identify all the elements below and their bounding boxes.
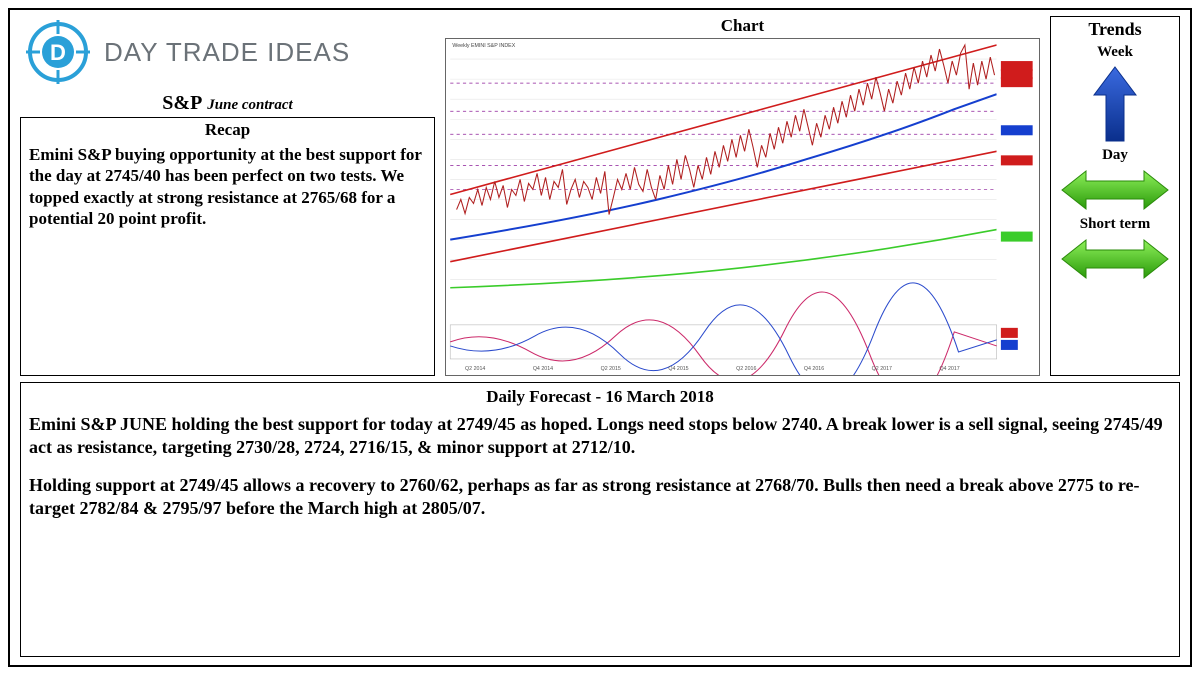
svg-text:Q4 2016: Q4 2016 bbox=[804, 366, 824, 372]
svg-text:Q4 2017: Q4 2017 bbox=[939, 366, 959, 372]
trend-day-label: Day bbox=[1102, 147, 1128, 164]
forecast-body: Emini S&P JUNE holding the best support … bbox=[29, 413, 1171, 521]
top-row: D DAY TRADE IDEAS S&P June contract Reca… bbox=[20, 16, 1180, 376]
svg-text:Q2 2016: Q2 2016 bbox=[736, 366, 756, 372]
trends-heading: Trends bbox=[1088, 19, 1141, 40]
arrow-leftright-icon bbox=[1060, 237, 1170, 281]
forecast-box: Daily Forecast - 16 March 2018 Emini S&P… bbox=[20, 382, 1180, 657]
contract-ticker: S&P bbox=[162, 92, 202, 114]
trend-week-label: Week bbox=[1097, 44, 1133, 61]
chart-column: Chart bbox=[445, 16, 1040, 376]
svg-text:Q2 2015: Q2 2015 bbox=[601, 366, 621, 372]
recap-heading: Recap bbox=[21, 118, 434, 142]
forecast-p1: Emini S&P JUNE holding the best support … bbox=[29, 413, 1171, 460]
arrow-up-icon bbox=[1092, 65, 1138, 143]
svg-text:Q2 2014: Q2 2014 bbox=[465, 366, 485, 372]
contract-subtitle: June contract bbox=[207, 97, 292, 113]
brand-name: DAY TRADE IDEAS bbox=[104, 37, 350, 68]
recap-box: Recap Emini S&P buying opportunity at th… bbox=[20, 117, 435, 376]
trend-short-label: Short term bbox=[1080, 216, 1150, 233]
trends-panel: Trends Week Day Short term bbox=[1050, 16, 1180, 376]
brand-logo: D DAY TRADE IDEAS bbox=[20, 16, 435, 88]
svg-text:Q4 2015: Q4 2015 bbox=[668, 366, 688, 372]
chart-svg: Q2 2014 Q4 2014 Q2 2015 Q4 2015 Q2 2016 … bbox=[446, 39, 1039, 375]
price-chart: Q2 2014 Q4 2014 Q2 2015 Q4 2015 Q2 2016 … bbox=[445, 38, 1040, 376]
svg-text:Q2 2017: Q2 2017 bbox=[872, 366, 892, 372]
page: D DAY TRADE IDEAS S&P June contract Reca… bbox=[8, 8, 1192, 667]
svg-text:D: D bbox=[50, 40, 66, 65]
forecast-heading: Daily Forecast - 16 March 2018 bbox=[29, 385, 1171, 413]
forecast-p2: Holding support at 2749/45 allows a reco… bbox=[29, 474, 1171, 521]
recap-text: Emini S&P buying opportunity at the best… bbox=[21, 142, 434, 233]
svg-text:Weekly EMINI S&P INDEX: Weekly EMINI S&P INDEX bbox=[452, 43, 515, 49]
contract-title: S&P June contract bbox=[20, 88, 435, 117]
arrow-leftright-icon bbox=[1060, 168, 1170, 212]
logo-icon: D bbox=[26, 20, 90, 84]
chart-heading: Chart bbox=[445, 16, 1040, 38]
svg-text:Q4 2014: Q4 2014 bbox=[533, 366, 553, 372]
left-column: D DAY TRADE IDEAS S&P June contract Reca… bbox=[20, 16, 435, 376]
